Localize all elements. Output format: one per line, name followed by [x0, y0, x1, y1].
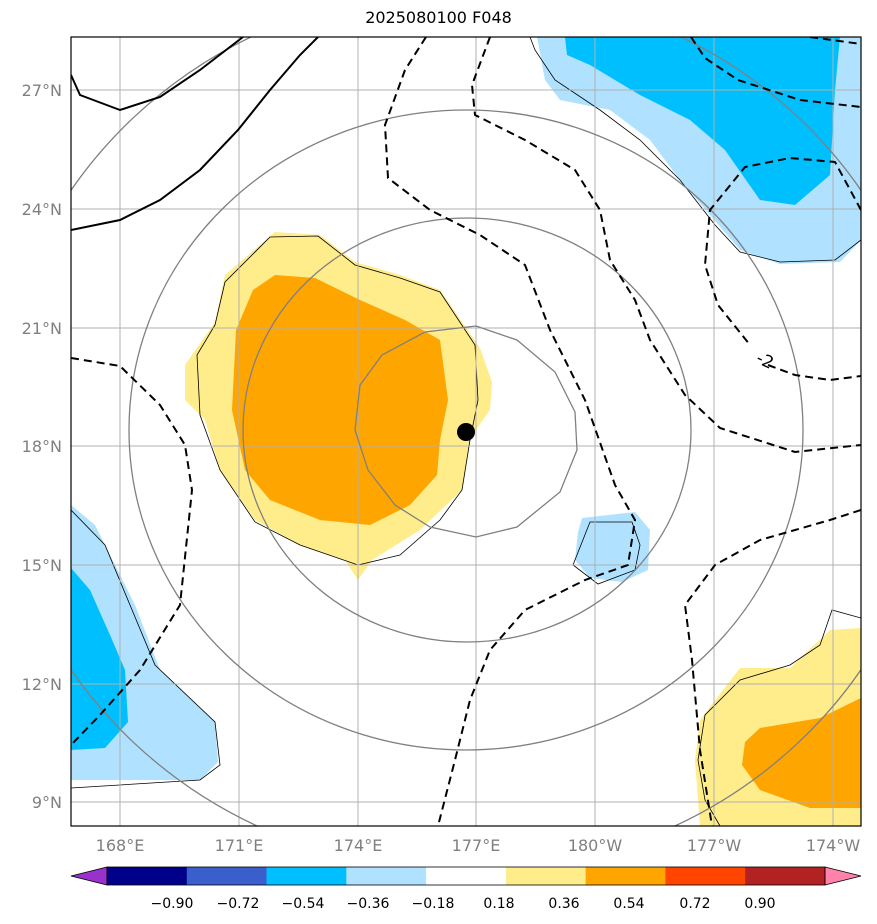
lon-label: 171°E — [215, 836, 264, 855]
negative-anomaly-region-central — [575, 512, 650, 582]
colorbar: −0.90 −0.72 −0.54 −0.36 −0.18 0.18 0.36 … — [70, 866, 862, 912]
colorbar-tick-label: −0.18 — [412, 896, 455, 912]
dashed-contours — [71, 37, 861, 826]
colorbar-segment — [107, 867, 188, 885]
strong-positive-anomaly-main — [232, 275, 448, 525]
colorbar-segment — [665, 867, 746, 885]
colorbar-tick-label: 0.72 — [679, 896, 710, 912]
lat-label: 12°N — [22, 675, 62, 694]
lon-label: 174°E — [334, 836, 383, 855]
longitude-labels: 168°E 171°E 174°E 177°E 180°W 177°W 174°… — [96, 836, 861, 855]
colorbar-segment — [266, 867, 347, 885]
map-content: -2 — [71, 37, 861, 826]
colorbar-ticks: −0.90 −0.72 −0.54 −0.36 −0.18 0.18 0.36 … — [151, 896, 776, 912]
strong-negative-anomaly-southwest — [71, 568, 128, 750]
lon-label: 180°W — [568, 836, 623, 855]
lon-label: 177°E — [452, 836, 501, 855]
colorbar-segment — [426, 867, 507, 885]
colorbar-tick-label: 0.18 — [483, 896, 514, 912]
colorbar-segment — [745, 867, 826, 885]
solid-contours — [71, 37, 319, 231]
colorbar-tick-label: −0.36 — [347, 896, 390, 912]
colorbar-segments — [70, 866, 862, 886]
colorbar-tick-label: 0.90 — [744, 896, 775, 912]
lat-label: 15°N — [22, 556, 62, 575]
range-rings — [71, 37, 861, 826]
colorbar-segment — [585, 867, 666, 885]
colorbar-segment — [186, 867, 268, 885]
strong-positive-anomaly-southeast — [742, 698, 861, 808]
lat-label: 21°N — [22, 319, 62, 338]
storm-center-marker — [457, 423, 475, 441]
latitude-labels: 27°N 24°N 21°N 18°N 15°N 12°N 9°N — [22, 81, 62, 812]
colorbar-extend-high — [824, 866, 862, 886]
chart-title: 2025080100 F048 — [365, 8, 512, 27]
colorbar-extend-low — [70, 866, 108, 886]
colorbar-tick-label: −0.72 — [217, 896, 260, 912]
lon-label: 177°W — [687, 836, 742, 855]
graticule — [71, 37, 861, 826]
lat-label: 9°N — [32, 793, 62, 812]
map-frame — [70, 36, 862, 827]
colorbar-segment — [505, 867, 587, 885]
colorbar-tick-label: 0.54 — [613, 896, 644, 912]
strong-negative-anomaly-northeast — [565, 37, 840, 205]
colorbar-tick-label: 0.36 — [548, 896, 579, 912]
lat-label: 27°N — [22, 81, 62, 100]
colorbar-tick-label: −0.54 — [282, 896, 325, 912]
lon-label: 168°E — [96, 836, 145, 855]
colorbar-segment — [346, 867, 427, 885]
lat-label: 18°N — [22, 437, 62, 456]
shading-outlines — [71, 37, 861, 826]
colorbar-tick-label: −0.90 — [151, 896, 194, 912]
colorbar-frame — [106, 866, 826, 886]
lon-label: 174°W — [806, 836, 861, 855]
contour-label: -2 — [753, 348, 777, 373]
lat-label: 24°N — [22, 200, 62, 219]
